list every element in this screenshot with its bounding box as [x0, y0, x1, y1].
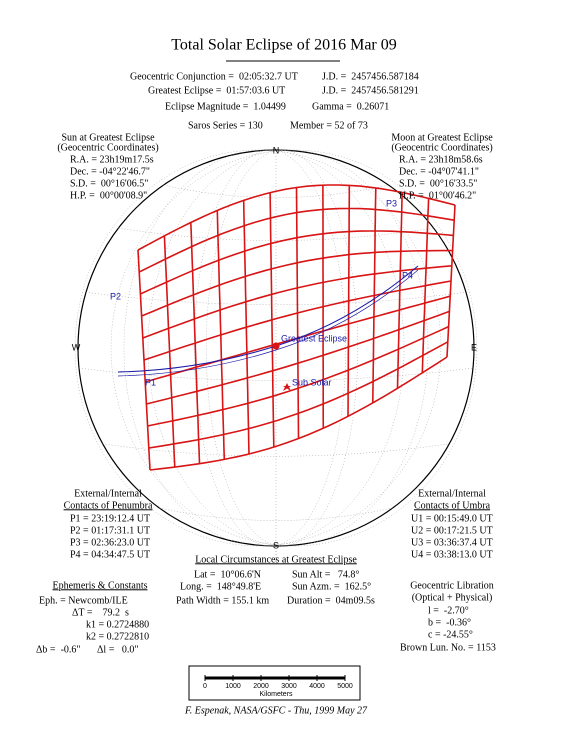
sun-text: H.P. = 00°00'08.9" — [70, 190, 147, 201]
scale-tick-label: 5000 — [337, 683, 353, 690]
map-text: Greatest Eclipse — [281, 333, 347, 343]
central-line — [117, 269, 419, 377]
libration-text: b = -0.36° — [428, 617, 471, 628]
map-text: E — [471, 342, 477, 352]
local-text: Local Circumstances at Greatest Eclipse — [195, 554, 357, 565]
ephemeris-text: k1 = 0.2724880 — [86, 619, 149, 630]
libration-text: Brown Lun. No. = 1153 — [400, 642, 496, 653]
header-text: J.D. = 2457456.587184 — [322, 71, 419, 82]
scale-label: Kilometers — [259, 691, 293, 698]
ephemeris-text: k2 = 0.2722810 — [86, 631, 149, 642]
ephemeris-text: Δl = 0.0" — [97, 644, 138, 655]
local-text: Duration = 04m09.5s — [287, 595, 375, 606]
moon-text: R.A. = 23h18m58.6s — [399, 154, 483, 165]
penumbra-grid — [148, 341, 449, 449]
penumbra-grid — [149, 356, 448, 471]
penumbra-text: Contacts of Penumbra — [64, 500, 153, 511]
header-text: Geocentric Conjunction = 02:05:32.7 UT — [130, 71, 298, 82]
globe — [74, 149, 478, 564]
moon-text: H.P. = 01°00'46.2" — [399, 190, 476, 201]
map-text: P1 — [145, 377, 156, 387]
header-text: Greatest Eclipse = 01:57:03.6 UT — [148, 85, 285, 96]
libration-text: (Optical + Physical) — [412, 592, 493, 603]
scale-tick-label: 1000 — [225, 683, 241, 690]
greatest-eclipse-marker — [272, 342, 280, 350]
local-text: Path Width = 155.1 km — [176, 595, 269, 606]
scale-box — [188, 665, 361, 701]
penumbra-grid — [138, 207, 455, 273]
libration-text: c = -24.55° — [428, 629, 473, 640]
parallel — [85, 291, 467, 305]
penumbra-grid — [141, 249, 453, 317]
map-text: P4 — [402, 270, 413, 280]
penumbra-text: External/Internal — [74, 488, 142, 499]
map-text: N — [273, 145, 280, 155]
header-text: Gamma = 0.26071 — [312, 101, 389, 112]
ephemeris-text: ΔT = 79.2 s — [72, 607, 129, 618]
penumbra-text: P1 = 23:19:12.4 UT — [70, 513, 150, 524]
scale-tick-label: 0 — [203, 683, 207, 690]
ephemeris-text: Δb = -0.6" — [36, 644, 80, 655]
parallel — [163, 184, 389, 198]
sun-text: R.A. = 23h19m17.5s — [70, 154, 154, 165]
sun-text: S.D. = 00°16'06.5" — [70, 178, 148, 189]
penumbra-grid — [147, 325, 449, 427]
moon-text: Dec. = -04°07'41.1" — [399, 166, 479, 177]
title: Total Solar Eclipse of 2016 Mar 09 — [171, 37, 397, 54]
libration-text: l = -2.70° — [428, 605, 469, 616]
meridian — [123, 149, 405, 547]
sun-text: Sun at Greatest Eclipse — [61, 132, 155, 143]
footer: F. Espenak, NASA/GSFC - Thu, 1999 May 27 — [184, 705, 368, 716]
ephemeris-text: Ephemeris & Constants — [53, 580, 148, 591]
header-text: Saros Series = 130 — [188, 120, 263, 131]
header-text: J.D. = 2457456.581291 — [322, 85, 419, 96]
ephemeris-text: Eph. = Newcomb/ILE — [39, 595, 128, 606]
umbra-text: External/Internal — [418, 488, 486, 499]
local-text: Sun Alt = 74.8° — [292, 569, 359, 580]
local-text: Sun Azm. = 162.5° — [292, 581, 371, 592]
penumbra-grid — [140, 230, 454, 295]
penumbra-text: P4 = 04:34:47.5 UT — [70, 549, 150, 560]
umbra-text: Contacts of Umbra — [414, 500, 491, 511]
umbra-text: U4 = 03:38:13.0 UT — [411, 549, 493, 560]
umbra-text: U1 = 00:15:49.0 UT — [411, 513, 493, 524]
sun-text: (Geocentric Coordinates) — [57, 142, 158, 153]
scale-tick-label: 2000 — [253, 683, 269, 690]
umbra-text: U3 = 03:36:37.4 UT — [411, 537, 493, 548]
local-text: Lat = 10°06.6'N — [194, 569, 261, 580]
penumbra-grid — [137, 184, 456, 251]
meridian — [110, 149, 478, 547]
map-text: P3 — [386, 198, 397, 208]
header-text: Eclipse Magnitude = 1.04499 — [165, 101, 286, 112]
moon-text: Moon at Greatest Eclipse — [391, 132, 493, 143]
header-text: Member = 52 of 73 — [290, 120, 368, 131]
map-text: S — [273, 540, 279, 550]
sub-solar-marker — [283, 383, 291, 391]
libration-text: Geocentric Libration — [410, 580, 494, 591]
sun-text: Dec. = -04°22'46.7" — [70, 166, 150, 177]
penumbra-grid — [142, 265, 452, 339]
local-text: Long. = 148°49.8'E — [180, 581, 261, 592]
map-text: W — [72, 342, 81, 352]
map-text: P2 — [110, 291, 121, 301]
scale-tick-label: 4000 — [309, 683, 325, 690]
map-text: Sub Solar — [292, 377, 332, 387]
parallel — [159, 507, 393, 521]
penumbra-grid — [143, 280, 452, 361]
scale-tick-label: 3000 — [281, 683, 297, 690]
moon-text: (Geocentric Coordinates) — [391, 142, 492, 153]
penumbra-text: P2 = 01:17:31.1 UT — [70, 525, 150, 536]
penumbra-text: P3 = 02:36:23.0 UT — [70, 537, 150, 548]
moon-text: S.D. = 00°16'33.5" — [399, 178, 477, 189]
penumbra-grid — [146, 310, 450, 405]
umbra-text: U2 = 00:17:21.5 UT — [411, 525, 493, 536]
